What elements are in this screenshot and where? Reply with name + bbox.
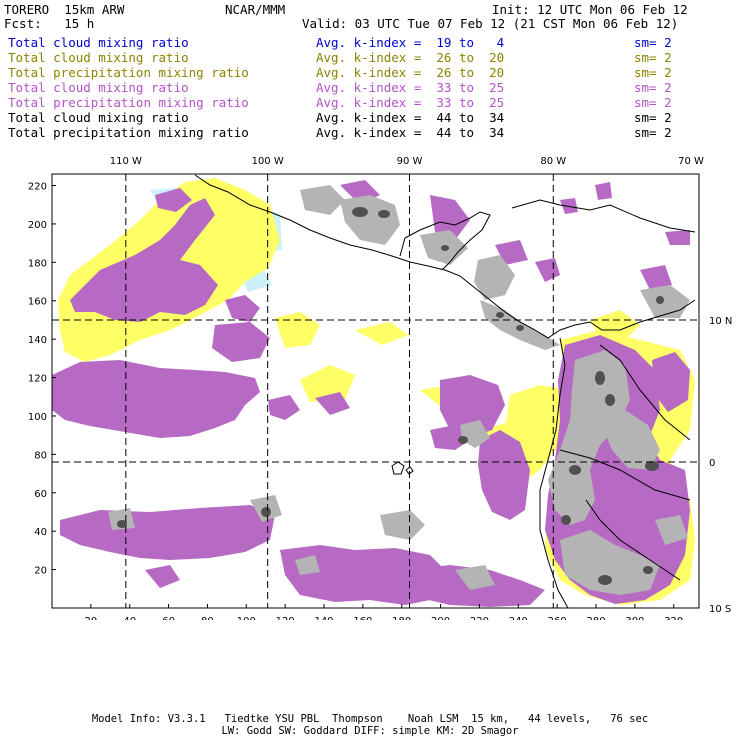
legend-field: Total precipitation mixing ratio <box>8 95 249 110</box>
model-info-line1: Model Info: V3.3.1 Tiedtke YSU PBL Thomp… <box>91 713 649 725</box>
y-tick-label: 80 <box>34 450 47 461</box>
x-tick-label: 320 <box>664 616 683 620</box>
axis-ticks <box>52 185 675 608</box>
legend-sm: sm= 2 <box>634 125 672 140</box>
gray-field <box>108 185 690 595</box>
x-tick-label: 20 <box>84 616 97 620</box>
x-tick-label: 120 <box>276 616 295 620</box>
legend-field: Total cloud mixing ratio <box>8 50 189 65</box>
weather-map: 2040608010012014016018020022024026028030… <box>28 156 732 620</box>
map-frame <box>51 173 700 609</box>
longitude-label: 80 W <box>540 156 566 167</box>
model-info-line2: LW: Godd SW: Goddard DIFF: simple KM: 2D… <box>221 725 519 737</box>
x-tick-label: 60 <box>162 616 175 620</box>
legend-kindex: Avg. k-index = 26 to 20 <box>316 65 505 80</box>
x-tick-label: 40 <box>123 616 136 620</box>
legend-kindex: Avg. k-index = 33 to 25 <box>316 95 505 110</box>
latitude-label: 10 N <box>709 316 732 327</box>
legend-kindex: Avg. k-index = 44 to 34 <box>316 110 505 125</box>
purple-field <box>52 180 690 607</box>
legend-sm: sm= 2 <box>634 80 672 95</box>
longitude-label: 70 W <box>678 156 704 167</box>
y-tick-label: 100 <box>28 412 47 423</box>
legend-field: Total cloud mixing ratio <box>8 35 189 50</box>
x-tick-label: 220 <box>470 616 489 620</box>
legend-kindex: Avg. k-index = 19 to 4 <box>316 35 505 50</box>
legend-sm: sm= 2 <box>634 65 672 80</box>
valid-time: Valid: 03 UTC Tue 07 Feb 12 (21 CST Mon … <box>302 16 679 31</box>
latitude-label: 10 S <box>709 604 731 615</box>
legend-field: Total cloud mixing ratio <box>8 80 189 95</box>
legend-sm: sm= 2 <box>634 50 672 65</box>
legend-sm: sm= 2 <box>634 95 672 110</box>
x-tick-label: 180 <box>392 616 411 620</box>
lat-lon-grid <box>52 174 699 608</box>
center-label: NCAR/MMM <box>225 2 286 17</box>
x-tick-label: 280 <box>586 616 605 620</box>
x-tick-label: 160 <box>353 616 372 620</box>
y-tick-label: 120 <box>28 374 47 385</box>
x-tick-label: 300 <box>625 616 644 620</box>
legend-sm: sm= 2 <box>634 35 672 50</box>
legend-field: Total precipitation mixing ratio <box>8 125 249 140</box>
x-tick-label: 80 <box>201 616 214 620</box>
longitude-label: 90 W <box>397 156 423 167</box>
x-tick-label: 100 <box>237 616 256 620</box>
legend-field: Total cloud mixing ratio <box>8 110 189 125</box>
model-title: TORERO 15km ARW <box>4 2 125 17</box>
y-tick-label: 160 <box>28 297 47 308</box>
x-tick-label: 200 <box>431 616 450 620</box>
y-tick-label: 220 <box>28 182 47 193</box>
forecast-hour: Fcst: 15 h <box>4 16 95 31</box>
latitude-label: 0 <box>709 458 715 469</box>
y-tick-label: 200 <box>28 220 47 231</box>
dark-core-field <box>117 207 664 585</box>
y-tick-label: 20 <box>34 566 47 577</box>
longitude-label: 100 W <box>252 156 284 167</box>
legend-kindex: Avg. k-index = 44 to 34 <box>316 125 505 140</box>
axis-labels: 2040608010012014016018020022024026028030… <box>28 156 732 620</box>
x-tick-label: 260 <box>548 616 567 620</box>
y-tick-label: 180 <box>28 258 47 269</box>
y-tick-label: 40 <box>34 527 47 538</box>
init-time: Init: 12 UTC Mon 06 Feb 12 <box>492 2 688 17</box>
legend-field: Total precipitation mixing ratio <box>8 65 249 80</box>
x-tick-label: 240 <box>509 616 528 620</box>
legend-kindex: Avg. k-index = 33 to 25 <box>316 80 505 95</box>
y-tick-label: 140 <box>28 335 47 346</box>
coastline <box>194 174 696 609</box>
legend-kindex: Avg. k-index = 26 to 20 <box>316 50 505 65</box>
y-tick-label: 60 <box>34 489 47 500</box>
longitude-label: 110 W <box>110 156 142 167</box>
x-tick-label: 140 <box>314 616 333 620</box>
legend-sm: sm= 2 <box>634 110 672 125</box>
